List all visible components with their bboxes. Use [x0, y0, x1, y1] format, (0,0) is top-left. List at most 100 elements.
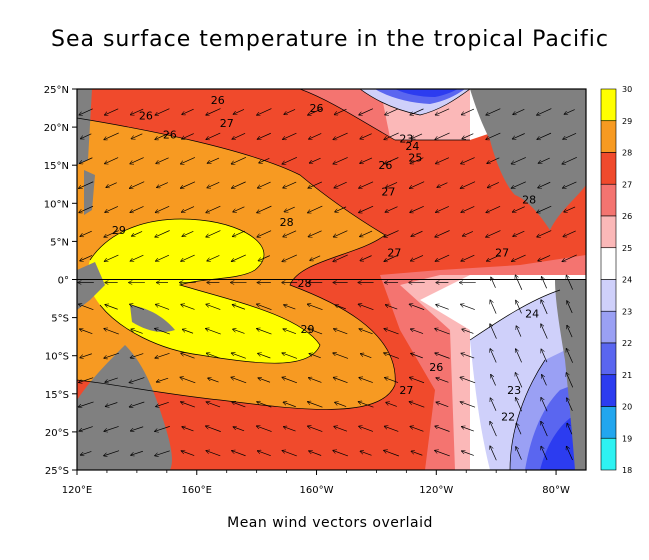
wind-arrow: [334, 181, 347, 188]
wind-arrow: [257, 132, 271, 139]
wind-arrow: [104, 230, 119, 238]
wind-arrow: [258, 181, 271, 188]
wind-arrow: [511, 157, 526, 163]
wind-arrow: [104, 426, 119, 431]
wind-arrow: [282, 353, 298, 359]
wind-arrow: [130, 206, 144, 212]
wind-arrow: [333, 451, 349, 457]
wind-arrow: [435, 329, 450, 335]
wind-arrow: [79, 377, 94, 383]
wind-arrow: [333, 157, 348, 163]
colorbar: 30 29 28 27 26 25 24 23 22 21 20 19 18: [600, 85, 632, 475]
contour-lines: [77, 89, 561, 470]
y-tick-label: 20°S: [45, 428, 69, 439]
wind-arrow: [567, 446, 573, 461]
wind-arrow: [231, 377, 247, 384]
wind-arrow: [105, 377, 118, 382]
wind-arrow: [537, 108, 552, 116]
wind-arrow: [486, 230, 501, 238]
colorbar-swatch: [600, 406, 617, 439]
x-tick-label: 160°W: [300, 485, 334, 496]
wind-arrow: [490, 398, 497, 411]
wind-arrow: [257, 108, 272, 116]
wind-arrow: [411, 230, 423, 236]
wind-arrow: [155, 230, 170, 238]
contour-label: 29: [112, 224, 126, 237]
wind-arrow: [567, 423, 573, 435]
wind-arrow: [411, 354, 423, 359]
wind-arrow: [155, 426, 170, 431]
wind-arrow: [410, 157, 424, 164]
wind-arrow: [384, 230, 399, 237]
contour-label: 26: [378, 159, 392, 172]
wind-arrow: [361, 354, 372, 359]
colorbar-tick-label: 25: [622, 244, 632, 253]
wind-arrow: [206, 230, 221, 237]
wind-arrow: [181, 304, 195, 310]
wind-arrow: [335, 305, 346, 310]
wind-arrow: [105, 157, 119, 164]
contour-label: 26: [310, 102, 324, 115]
wind-arrow: [487, 157, 500, 164]
wind-arrow: [513, 230, 525, 236]
wind-arrow: [131, 133, 143, 139]
wind-arrow: [282, 254, 298, 262]
wind-arrow: [155, 450, 170, 456]
wind-arrow: [233, 329, 245, 334]
wind-arrow: [538, 157, 550, 163]
colorbar-tick-label: 18: [622, 466, 632, 475]
contour-line-24: [509, 359, 546, 470]
land-asia: [77, 89, 92, 165]
contour-label: 25: [408, 151, 422, 164]
contour-label: 28: [298, 277, 312, 290]
wind-arrow: [207, 181, 220, 187]
wind-arrow: [106, 182, 117, 188]
wind-arrow: [334, 329, 348, 335]
wind-arrow: [105, 206, 119, 212]
x-tick-label: 80°W: [542, 485, 570, 496]
wind-arrow: [490, 422, 497, 437]
wind-arrow: [537, 205, 552, 212]
colorbar-swatch: [600, 310, 617, 344]
wind-arrow: [460, 181, 476, 189]
land-new-guinea: [130, 305, 175, 333]
wind-arrow: [206, 205, 221, 212]
contour-label: 24: [525, 308, 539, 321]
wind-arrow: [486, 205, 501, 212]
wind-arrow: [486, 132, 501, 139]
wind-arrow: [462, 451, 474, 456]
wind-arrow: [157, 377, 169, 382]
wind-arrow: [79, 304, 94, 310]
wind-arrow: [564, 109, 575, 115]
wind-arrow: [180, 377, 196, 384]
wind-arrow: [104, 254, 119, 261]
colorbar-tick-label: 27: [622, 180, 632, 189]
land-south-america: [555, 280, 586, 470]
wind-arrow: [206, 304, 221, 310]
wind-arrow: [542, 277, 547, 289]
wind-arrow: [490, 300, 497, 314]
wind-arrow: [131, 450, 143, 455]
wind-arrow: [206, 132, 221, 139]
wind-arrow: [491, 375, 496, 386]
wind-arrow: [436, 378, 449, 383]
wind-arrow: [131, 426, 144, 431]
wind-arrow: [284, 305, 296, 310]
wind-arrow: [385, 108, 398, 115]
wind-arrow: [563, 230, 576, 237]
wind-arrow: [435, 254, 450, 261]
colorbar-swatch: [600, 437, 617, 471]
wind-arrow: [259, 157, 270, 163]
wind-arrow: [384, 132, 399, 140]
wind-arrow: [384, 329, 399, 335]
wind-arrow: [436, 305, 449, 310]
wind-arrow: [282, 157, 298, 164]
wind-arrow: [515, 373, 523, 388]
wind-arrow: [410, 377, 425, 384]
wind-arrow: [435, 353, 450, 359]
colorbar-tick-label: 24: [622, 276, 632, 285]
wind-arrow: [308, 108, 323, 115]
wind-arrow: [410, 426, 424, 432]
wind-arrow: [435, 450, 450, 457]
